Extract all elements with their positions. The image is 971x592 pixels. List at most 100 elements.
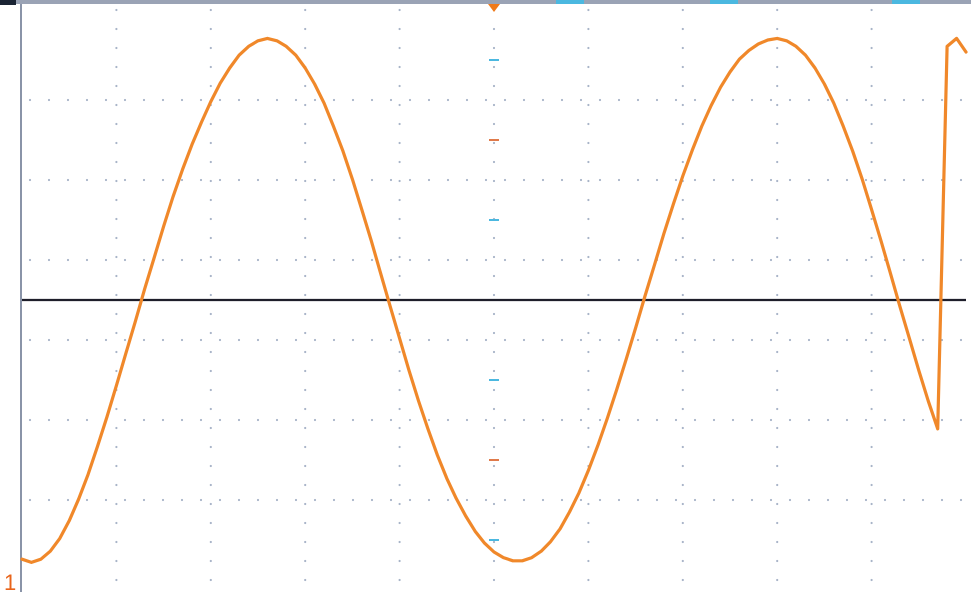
grid-dot	[398, 65, 401, 69]
grid-dot	[398, 160, 401, 164]
grid-dot	[503, 178, 507, 182]
grid-dot	[304, 198, 307, 202]
grid-dot	[85, 178, 89, 182]
grid-dot	[66, 338, 70, 342]
grid-dot	[883, 98, 887, 102]
grid-dot	[587, 312, 590, 316]
grid-dot	[180, 498, 184, 502]
grid-dot	[776, 84, 779, 88]
grid-dot	[769, 258, 773, 262]
grid-dot	[256, 178, 260, 182]
grid-dot	[389, 258, 393, 262]
grid-dot	[115, 103, 118, 107]
grid-dot	[115, 274, 118, 278]
grid-dot	[681, 274, 684, 278]
grid-dot	[28, 418, 32, 422]
grid-dot	[209, 483, 212, 487]
trigger-position-marker-icon[interactable]	[488, 4, 500, 12]
grid-dot	[681, 103, 684, 107]
grid-dot	[115, 122, 118, 126]
grid-dot	[864, 98, 868, 102]
grid-dot	[681, 369, 684, 373]
grid-dot	[304, 483, 307, 487]
grid-dot	[304, 8, 307, 12]
grid-dot	[921, 178, 925, 182]
grid-dot	[870, 578, 873, 582]
grid-dot	[681, 521, 684, 525]
grid-dot	[492, 350, 496, 354]
grid-dot	[870, 217, 873, 221]
grid-dot	[776, 46, 779, 50]
grid-dot	[776, 445, 779, 449]
grid-dot	[826, 258, 830, 262]
grid-dot	[598, 178, 602, 182]
grid-dot	[522, 498, 526, 502]
grid-dot	[115, 331, 118, 335]
grid-dot	[304, 312, 307, 316]
grid-dot	[587, 236, 590, 240]
grid-dot	[446, 178, 450, 182]
grid-dot	[304, 388, 307, 392]
grid-dot	[209, 274, 212, 278]
grid-dot	[492, 312, 496, 316]
grid-dot	[845, 418, 849, 422]
grid-dot	[636, 258, 640, 262]
grid-dot	[870, 388, 873, 392]
grid-dot	[427, 418, 431, 422]
grid-dot	[304, 350, 307, 354]
grid-dot	[587, 559, 590, 563]
grid-dot	[123, 418, 127, 422]
grid-dot	[209, 521, 212, 525]
grid-dot	[304, 464, 307, 468]
grid-dot	[870, 331, 873, 335]
grid-dot	[870, 255, 873, 259]
grid-dot	[959, 418, 963, 422]
grid-dot	[304, 559, 307, 563]
grid-dot	[769, 178, 773, 182]
grid-dot	[681, 445, 684, 449]
grid-dot	[115, 540, 118, 544]
grid-dot	[492, 331, 496, 335]
grid-dot	[142, 178, 146, 182]
grid-dot	[104, 498, 108, 502]
grid-dot	[218, 338, 222, 342]
grid-dot	[541, 258, 545, 262]
grid-dot	[47, 418, 51, 422]
series-layer	[20, 36, 968, 564]
grid-dot	[304, 141, 307, 145]
grid-dot	[199, 338, 203, 342]
grid-dot	[636, 418, 640, 422]
grid-dot	[85, 498, 89, 502]
grid-dot	[579, 418, 583, 422]
grid-dot	[332, 418, 336, 422]
grid-dot	[161, 498, 165, 502]
grid-dot	[826, 498, 830, 502]
grid-dot	[655, 418, 659, 422]
grid-dot	[304, 502, 307, 506]
grid-dot	[275, 258, 279, 262]
grid-dot	[681, 559, 684, 563]
grid-dot	[750, 178, 754, 182]
grid-dot	[115, 84, 118, 88]
grid-dot	[398, 464, 401, 468]
grid-dot	[681, 217, 684, 221]
grid-dot	[826, 98, 830, 102]
grid-dot	[115, 426, 118, 430]
grid-dot	[503, 338, 507, 342]
grid-dot	[142, 258, 146, 262]
grid-dot	[209, 65, 212, 69]
grid-dot	[209, 84, 212, 88]
grid-dot	[492, 122, 496, 126]
grid-dot	[398, 312, 401, 316]
grid-dot	[398, 502, 401, 506]
grid-dot	[427, 178, 431, 182]
grid-dot	[115, 8, 118, 12]
grid-dot	[681, 464, 684, 468]
grid-dot	[750, 98, 754, 102]
grid-dot	[807, 258, 811, 262]
grid-dot	[712, 258, 716, 262]
grid-dot	[776, 103, 779, 107]
grid-dot	[655, 178, 659, 182]
grid-dot	[209, 350, 212, 354]
grid-dot	[304, 445, 307, 449]
